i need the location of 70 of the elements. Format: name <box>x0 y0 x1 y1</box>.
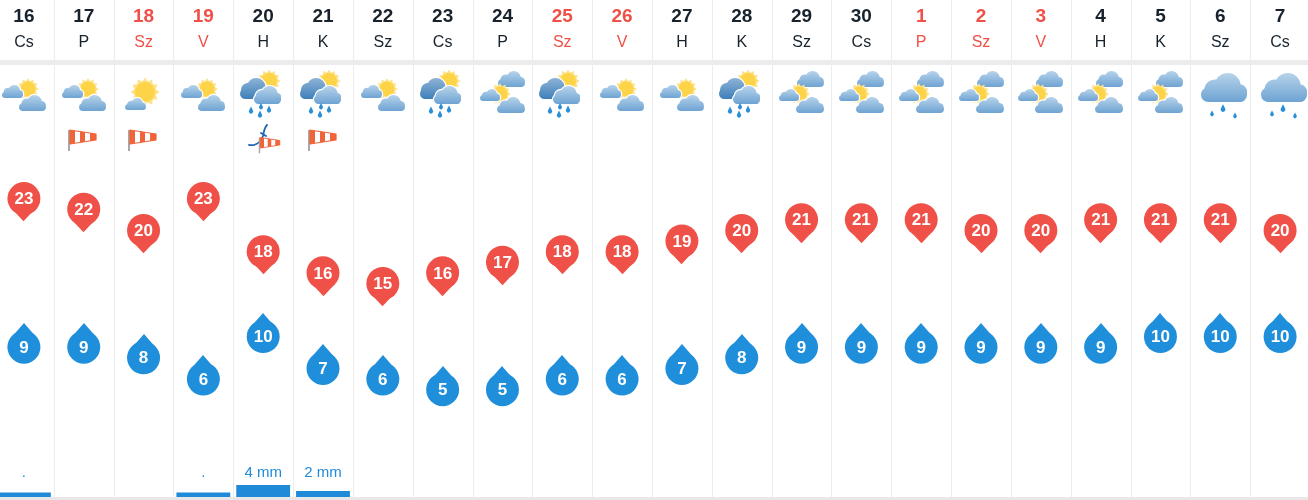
data-label: 16 <box>313 263 333 283</box>
data-label: 9 <box>916 337 926 357</box>
x-tick-label: 3 V <box>1035 5 1047 51</box>
data-label: 18 <box>612 242 632 262</box>
data-label: 9 <box>78 337 89 357</box>
data-label: 18 <box>253 242 273 262</box>
data-label: 21 <box>1150 210 1170 230</box>
data-label: 9 <box>1095 337 1106 357</box>
data-label: 5 <box>437 380 448 400</box>
x-tick-label: 29 Sz <box>790 5 813 51</box>
data-label: 21 <box>1210 210 1230 230</box>
data-label: 6 <box>378 369 388 389</box>
x-tick-label: 22 Sz <box>372 5 394 51</box>
x-tick-label: 18 Sz <box>132 5 155 51</box>
data-label: 9 <box>976 337 986 357</box>
data-label: 9 <box>19 337 29 357</box>
x-tick-label: 30 Cs <box>850 5 872 51</box>
x-tick-label: 19 V <box>192 5 214 51</box>
data-label: 16 <box>433 263 453 283</box>
x-tick-label: 16 Cs <box>13 5 35 51</box>
x-tick-label: 26 V <box>611 5 633 51</box>
data-label: 20 <box>134 221 154 241</box>
data-label: 20 <box>1031 221 1051 241</box>
x-tick-label: 23 Cs <box>432 5 454 51</box>
data-label: 6 <box>617 369 627 389</box>
data-label: 21 <box>851 210 871 230</box>
x-tick-label: 7 Cs <box>1270 5 1290 51</box>
data-label: 10 <box>1210 327 1230 347</box>
data-label: 9 <box>1036 337 1046 357</box>
x-tick-label: 1 P <box>915 5 927 51</box>
data-label: 23 <box>193 189 213 209</box>
data-label: 9 <box>856 337 867 357</box>
data-label: 6 <box>557 369 568 389</box>
x-tick-label: 6 Sz <box>1210 5 1230 51</box>
data-label: 10 <box>1270 327 1290 347</box>
data-label: 6 <box>198 369 209 389</box>
data-label: 10 <box>253 327 273 347</box>
data-label: 21 <box>911 210 931 230</box>
data-label: 7 <box>677 359 687 379</box>
data-label: 17 <box>492 252 512 272</box>
x-tick-label: 28 K <box>731 5 753 51</box>
x-tick-label: 2 Sz <box>971 5 991 51</box>
data-label: . <box>201 463 206 481</box>
data-label: 8 <box>736 348 747 368</box>
data-label: 23 <box>14 189 34 209</box>
data-label: 18 <box>552 242 572 262</box>
data-label: 4 mm <box>244 463 282 481</box>
x-tick-label: 21 K <box>312 5 334 51</box>
data-label: 20 <box>971 221 991 241</box>
x-tick-label: 27 H <box>671 5 693 51</box>
x-tick-label: 17 P <box>73 5 95 51</box>
data-label: 15 <box>373 274 393 294</box>
x-tick-label: 24 P <box>491 5 514 51</box>
x-tick-label: 25 Sz <box>551 5 574 51</box>
data-label: 5 <box>497 380 508 400</box>
data-label: 22 <box>74 199 94 219</box>
data-label: 20 <box>1270 221 1290 241</box>
data-label: 21 <box>1091 210 1111 230</box>
x-tick-label: 5 K <box>1155 5 1167 51</box>
x-tick-label: 4 H <box>1094 5 1107 51</box>
x-tick-label: 20 H <box>252 5 274 51</box>
data-label: 2 mm <box>304 463 342 481</box>
data-label: . <box>21 463 26 481</box>
data-label: 20 <box>732 221 752 241</box>
data-label: 21 <box>792 210 812 230</box>
data-label: 10 <box>1150 327 1170 347</box>
data-label: 7 <box>318 359 328 379</box>
data-label: 19 <box>672 231 692 251</box>
data-label: 9 <box>796 337 807 357</box>
data-label: 8 <box>138 348 149 368</box>
